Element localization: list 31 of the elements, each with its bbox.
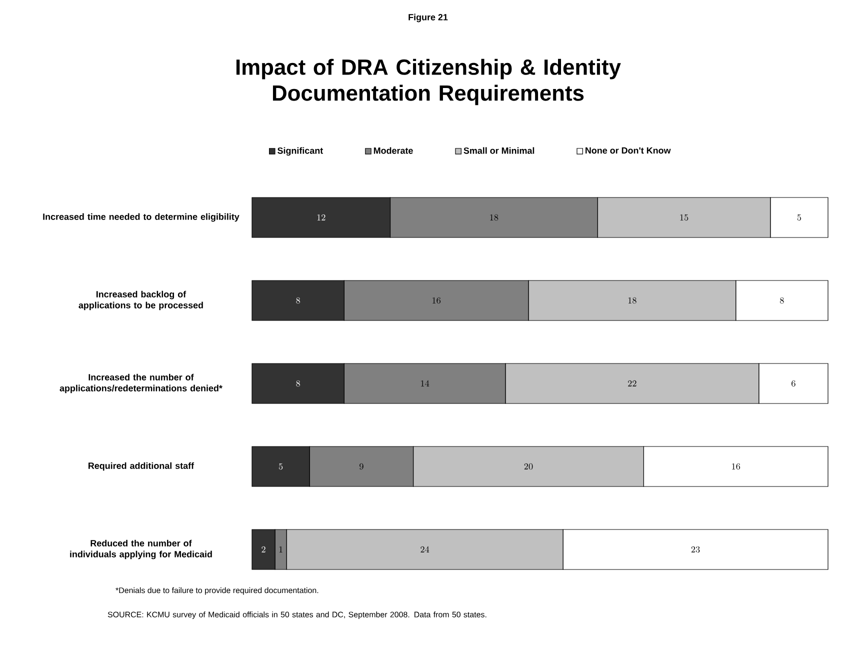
data-label: 1 (279, 546, 282, 552)
data-label: 24 (420, 546, 430, 552)
data-label: 23 (691, 546, 700, 553)
data-label: 8 (296, 297, 300, 304)
data-label: 18 (628, 297, 636, 304)
data-label: 18 (490, 214, 498, 221)
legend-label: Moderate (374, 147, 413, 154)
y-tick-label: Increased time needed to determine eligibility (43, 213, 240, 222)
chart-subtitle: Figure 21 (408, 14, 448, 22)
y-tick-label: Increased backlog of applications to be processed (78, 290, 203, 310)
data-label: 9 (360, 463, 364, 470)
y-tick-label: Reduced the number of individuals applying for Medicaid (70, 540, 212, 560)
data-label: 8 (296, 380, 300, 387)
data-label: 5 (278, 463, 283, 470)
legend-label: Significant (278, 147, 323, 156)
data-label: 20 (524, 463, 533, 470)
data-label: 15 (680, 214, 688, 221)
data-label: 8 (780, 297, 784, 304)
chart-title: Impact of DRA Citizenship & Identity Documentation Requirements (236, 58, 621, 106)
y-tick-label: Required additional staff (88, 462, 194, 471)
data-label: 5 (797, 214, 802, 221)
legend-label: None or Don't Know (586, 147, 671, 154)
data-label: 2 (262, 546, 266, 552)
data-label: 22 (628, 380, 636, 386)
data-label: 16 (432, 297, 441, 304)
legend-label: Small or Minimal (464, 147, 534, 154)
data-label: 12 (317, 214, 326, 220)
data-label: 6 (792, 380, 796, 387)
data-label: 16 (732, 463, 740, 470)
data-label: 14 (421, 380, 430, 386)
y-tick-label: Increased the number of applications/redeterminations denied* (60, 374, 222, 394)
